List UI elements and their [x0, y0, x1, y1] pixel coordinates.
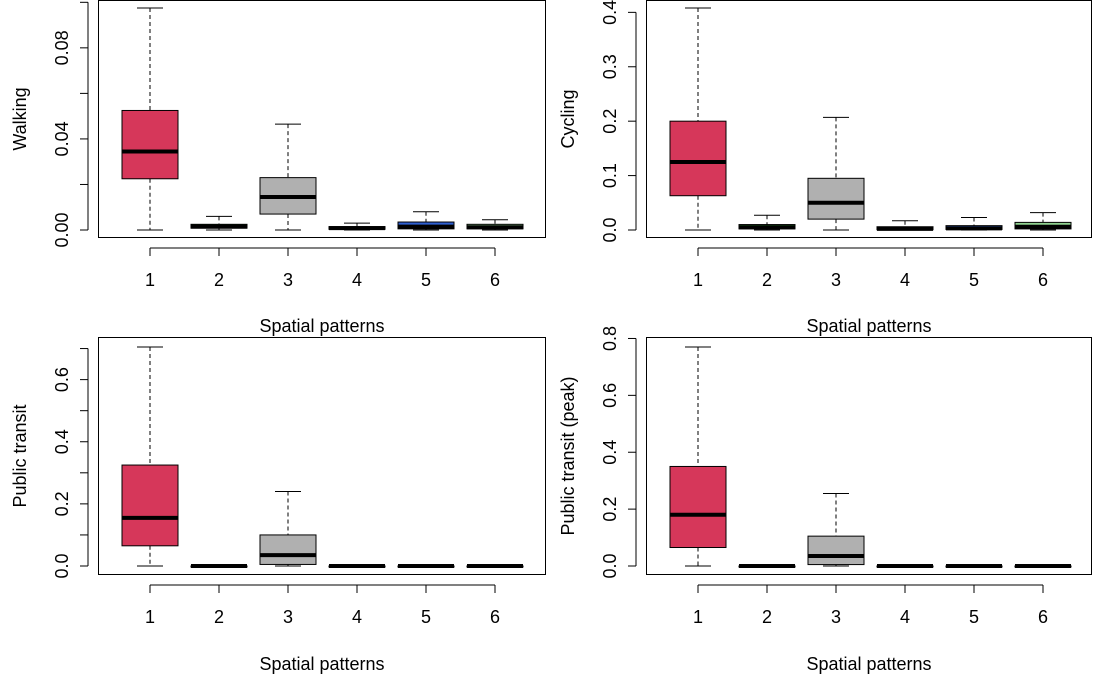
- y-tick-label: 0.08: [52, 30, 72, 65]
- panel-3: 0.0 0.2 0.4 0.6 1 2 3 4 5 6 Spatial patterns Public…: [10, 337, 546, 674]
- iqr-box: [669, 465, 727, 549]
- box-3: [807, 116, 865, 231]
- y-axis-title: Public transit: [10, 404, 30, 507]
- box-4: [876, 564, 934, 568]
- iqr-box: [669, 120, 727, 197]
- y-tick-label: 0.4: [600, 440, 620, 465]
- y-tick-label: 0.8: [600, 326, 620, 351]
- x-tick-label: 1: [145, 270, 155, 290]
- x-tick-label: 6: [490, 270, 500, 290]
- plot-frame: [98, 337, 546, 575]
- y-tick-label: 0.2: [600, 497, 620, 522]
- plot-frame: [646, 0, 1092, 238]
- x-tick-label: 4: [352, 607, 362, 627]
- x-tick-label: 4: [900, 270, 910, 290]
- box-6: [1014, 212, 1072, 231]
- x-tick-label: 2: [762, 607, 772, 627]
- plot-frame: [646, 337, 1092, 575]
- box-2: [190, 215, 248, 231]
- x-tick-label: 3: [831, 270, 841, 290]
- y-tick-label: 0.6: [600, 383, 620, 408]
- iqr-box: [807, 177, 865, 220]
- x-axis-title: Spatial patterns: [806, 654, 931, 674]
- box-1: [121, 7, 179, 231]
- box-5: [945, 216, 1003, 231]
- iqr-box: [121, 464, 179, 547]
- box-5: [945, 564, 1003, 568]
- x-tick-label: 5: [421, 607, 431, 627]
- x-tick-label: 4: [352, 270, 362, 290]
- panel-1: 0.00 0.04 0.08 1 2 3 4 5 6 Spatial patterns Walkin…: [10, 0, 546, 336]
- iqr-box: [259, 534, 317, 565]
- plot-frame: [98, 0, 546, 238]
- y-tick-label: 0.3: [600, 54, 620, 79]
- box-4: [876, 220, 934, 231]
- box-1: [669, 346, 727, 567]
- iqr-box: [807, 535, 865, 566]
- y-axis-title: Cycling: [558, 89, 578, 148]
- x-tick-label: 3: [831, 607, 841, 627]
- box-2: [190, 564, 248, 568]
- x-tick-label: 5: [969, 270, 979, 290]
- y-tick-label: 0.2: [600, 109, 620, 134]
- x-tick-label: 4: [900, 607, 910, 627]
- panel-4: 0.0 0.2 0.4 0.6 0.8 1 2 3 4 5 6 Spatial patterns Pub…: [558, 326, 1092, 674]
- x-tick-label: 1: [693, 607, 703, 627]
- box-2: [738, 564, 796, 568]
- y-tick-label: 0.4: [600, 0, 620, 25]
- box-2: [738, 214, 796, 231]
- y-axis-title: Public transit (peak): [558, 376, 578, 535]
- x-tick-label: 6: [1038, 607, 1048, 627]
- iqr-box: [121, 109, 179, 180]
- x-tick-label: 1: [145, 607, 155, 627]
- y-tick-label: 0.4: [52, 429, 72, 454]
- box-4: [328, 564, 386, 568]
- box-6: [466, 219, 524, 231]
- box-3: [259, 490, 317, 567]
- y-axis-title: Walking: [10, 87, 30, 150]
- y-tick-label: 0.6: [52, 367, 72, 392]
- y-tick-label: 0.0: [600, 217, 620, 242]
- x-axis-title: Spatial patterns: [259, 654, 384, 674]
- box-5: [397, 564, 455, 568]
- x-tick-label: 6: [1038, 270, 1048, 290]
- box-6: [1014, 564, 1072, 568]
- x-tick-label: 1: [693, 270, 703, 290]
- x-tick-label: 3: [283, 270, 293, 290]
- x-tick-label: 6: [490, 607, 500, 627]
- box-1: [669, 7, 727, 231]
- x-tick-label: 3: [283, 607, 293, 627]
- x-tick-label: 2: [214, 607, 224, 627]
- x-tick-label: 5: [969, 607, 979, 627]
- y-tick-label: 0.04: [52, 121, 72, 156]
- box-4: [328, 222, 386, 231]
- box-6: [466, 564, 524, 568]
- y-tick-label: 0.0: [52, 553, 72, 578]
- box-3: [807, 492, 865, 567]
- y-tick-label: 0.2: [52, 491, 72, 516]
- box-1: [121, 346, 179, 567]
- x-tick-label: 2: [762, 270, 772, 290]
- y-tick-label: 0.0: [600, 553, 620, 578]
- panel-2: 0.0 0.1 0.2 0.3 0.4 1 2 3 4 5 6 Spatial patterns Cyc…: [558, 0, 1092, 336]
- x-tick-label: 2: [214, 270, 224, 290]
- y-tick-label: 0.00: [52, 212, 72, 247]
- x-axis-title: Spatial patterns: [259, 316, 384, 336]
- x-tick-label: 5: [421, 270, 431, 290]
- y-tick-label: 0.1: [600, 163, 620, 188]
- box-5: [397, 211, 455, 231]
- x-axis-title: Spatial patterns: [806, 316, 931, 336]
- box-3: [259, 123, 317, 231]
